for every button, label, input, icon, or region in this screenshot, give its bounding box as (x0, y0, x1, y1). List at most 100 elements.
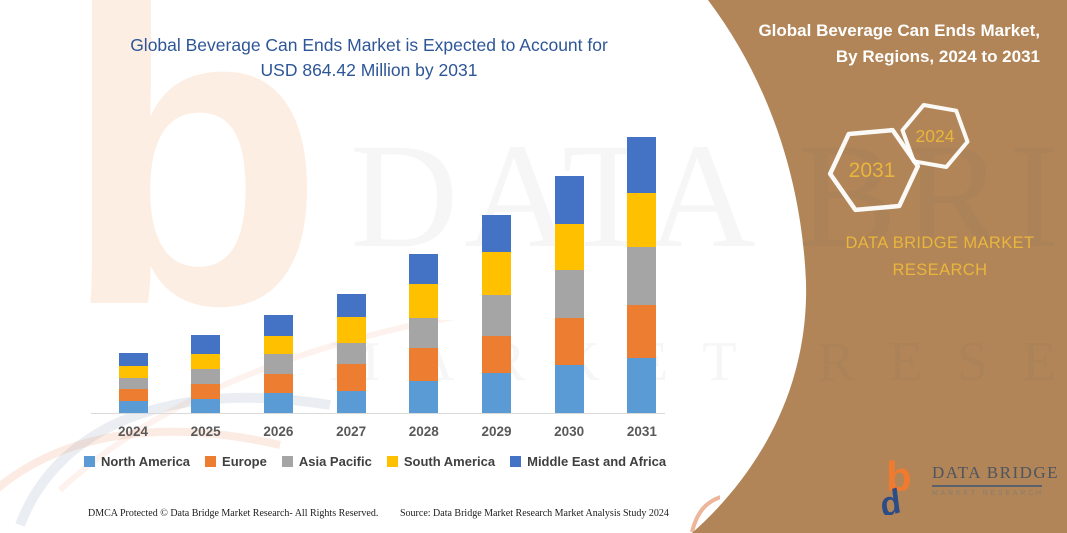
bar-segment-middle-east-and-africa (118, 352, 148, 367)
hexagon-2024-label: 2024 (916, 126, 955, 146)
data-bridge-logo-icon: b d (880, 455, 912, 515)
bar-segment-south-america (482, 252, 511, 295)
bar-2027 (336, 294, 366, 413)
bar-segment-asia-pacific (554, 270, 584, 318)
hexagon-badges: 2024 2031 (827, 102, 970, 213)
x-axis-label-2027: 2027 (336, 424, 367, 439)
bar-2031 (627, 137, 657, 413)
legend-item-middle-east-and-africa: Middle East and Africa (510, 454, 666, 469)
bar-2024 (118, 352, 148, 413)
hexagon-2031 (827, 127, 921, 213)
legend-item-europe: Europe (205, 454, 267, 469)
bar-segment-middle-east-and-africa (554, 176, 584, 224)
legend-swatch (83, 456, 95, 467)
bar-2025 (191, 335, 221, 413)
bar-segment-asia-pacific (482, 294, 511, 336)
bar-segment-asia-pacific (409, 317, 439, 348)
chart-title: Global Beverage Can Ends Market is Expec… (88, 33, 650, 83)
bar-segment-north-america (118, 401, 148, 413)
bar-segment-north-america (554, 364, 584, 413)
x-axis-label-2024: 2024 (117, 424, 149, 439)
bar-segment-asia-pacific (336, 342, 366, 365)
bar-segment-north-america (482, 372, 511, 413)
bar-segment-south-america (263, 336, 293, 354)
bar-segment-europe (336, 364, 366, 391)
company-logo: b d DATA BRIDGE MARKET RESEARCH (880, 455, 1059, 515)
legend-swatch (281, 456, 293, 467)
bar-segment-north-america (191, 398, 221, 413)
bar-segment-asia-pacific (118, 377, 148, 389)
chart-legend: North America Europe Asia Pacific South Ame… (82, 454, 668, 469)
legend-item-asia-pacific: Asia Pacific (281, 454, 372, 469)
legend-label: South America (403, 454, 496, 469)
x-axis-label-2031: 2031 (626, 424, 657, 439)
legend-label: North America (100, 454, 191, 469)
x-axis-line (91, 413, 665, 414)
chart-title-line1: Global Beverage Can Ends Market is Expec… (130, 35, 608, 55)
bar-segment-south-america (118, 366, 148, 378)
bar-segment-middle-east-and-africa (409, 254, 439, 284)
bar-segment-south-america (409, 283, 439, 318)
legend-item-south-america: South America (386, 454, 496, 469)
bar-segment-middle-east-and-africa (336, 294, 366, 317)
bar-segment-middle-east-and-africa (191, 335, 221, 354)
chart-title-line2: USD 864.42 Million by 2031 (260, 60, 478, 80)
logo-subtitle: MARKET RESEARCH (932, 489, 1044, 497)
logo-divider (932, 485, 1042, 487)
bar-segment-europe (554, 317, 584, 365)
svg-text:b: b (886, 455, 912, 500)
legend-label: Asia Pacific (298, 454, 372, 469)
legend-label: Europe (222, 454, 267, 469)
bar-segment-middle-east-and-africa (627, 137, 657, 193)
bar-segment-south-america (627, 192, 657, 248)
side-panel-title-line2: By Regions, 2024 to 2031 (835, 47, 1040, 66)
watermark-text-marketresearch: MARKET RESEARCH (330, 331, 1067, 393)
bar-segment-north-america (263, 392, 293, 413)
bar-segment-north-america (409, 381, 439, 413)
source-note: Source: Data Bridge Market Research Mark… (400, 508, 669, 519)
bar-segment-north-america (336, 390, 366, 413)
legend-swatch (386, 456, 398, 467)
bar-segment-south-america (336, 316, 366, 343)
brand-name-line2: RESEARCH (892, 261, 988, 279)
bar-segment-middle-east-and-africa (482, 215, 511, 253)
x-axis-label-2029: 2029 (481, 424, 512, 439)
bar-segment-asia-pacific (191, 368, 221, 384)
bar-segment-north-america (627, 358, 657, 413)
x-axis-label-2030: 2030 (554, 424, 585, 439)
x-axis-label-2026: 2026 (263, 424, 294, 439)
watermark-logo-b: b (62, 0, 325, 395)
bar-2030 (554, 176, 584, 413)
legend-swatch (510, 456, 522, 467)
side-panel-title: Global Beverage Can Ends Market, By Regi… (710, 18, 1040, 70)
logo-wordmark: DATA BRIDGE (932, 463, 1060, 482)
bar-segment-asia-pacific (627, 247, 657, 305)
hexagon-2031-label: 2031 (849, 159, 896, 182)
bar-segment-europe (482, 335, 511, 373)
bar-segment-europe (263, 373, 293, 393)
brand-name-line1: DATA BRIDGE MARKET (845, 234, 1035, 252)
bar-segment-europe (191, 383, 221, 399)
bar-2029 (482, 215, 511, 413)
bar-segment-europe (118, 388, 148, 402)
bar-segment-europe (627, 304, 657, 359)
bar-segment-asia-pacific (263, 353, 293, 374)
bar-segment-middle-east-and-africa (263, 315, 293, 337)
x-axis-label-2025: 2025 (190, 424, 221, 439)
side-panel-shape (692, 0, 1067, 533)
legend-item-north-america: North America (83, 454, 191, 469)
x-axis-label-2028: 2028 (408, 424, 439, 439)
dmca-notice: DMCA Protected © Data Bridge Market Rese… (88, 508, 379, 519)
bar-2028 (409, 254, 439, 413)
side-panel-title-line1: Global Beverage Can Ends Market, (758, 21, 1040, 40)
bar-segment-south-america (554, 223, 584, 271)
bar-2026 (263, 315, 293, 413)
legend-swatch (205, 456, 217, 467)
bar-segment-europe (409, 347, 439, 382)
legend-label: Middle East and Africa (527, 454, 667, 469)
watermark-text-databridge: DATA BRIDGE (350, 113, 1067, 279)
brand-name: DATA BRIDGE MARKET RESEARCH (790, 230, 1067, 284)
bar-segment-south-america (191, 353, 221, 369)
